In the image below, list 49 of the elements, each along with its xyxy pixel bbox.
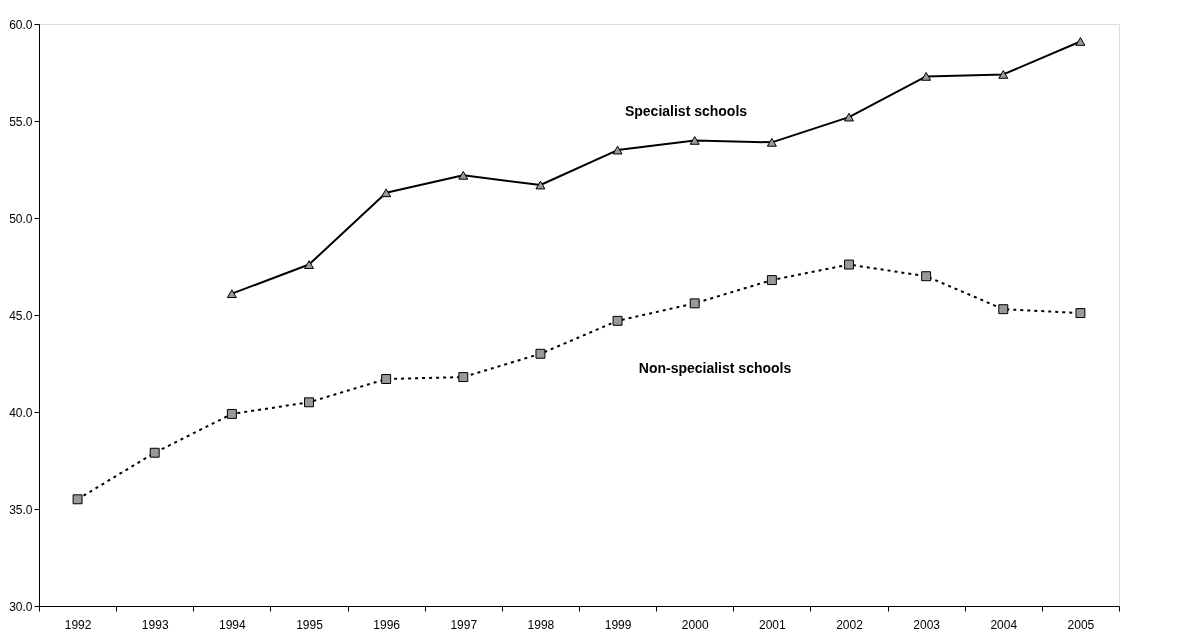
y-tick-label: 55.0 <box>9 114 33 129</box>
point <box>149 447 160 458</box>
point <box>458 372 469 383</box>
y-tick-label: 50.0 <box>9 211 33 226</box>
y-tick-label: 30.0 <box>9 599 33 614</box>
point <box>998 304 1009 315</box>
point <box>921 72 932 81</box>
point <box>844 259 854 270</box>
x-tick-label: 1996 <box>373 617 401 632</box>
x-tick-label: 2001 <box>759 617 787 632</box>
point <box>612 145 623 155</box>
point <box>72 494 83 505</box>
x-tick-label: 2003 <box>913 617 941 632</box>
text: Non-specialist schools <box>638 360 792 376</box>
y-tick-label: 45.0 <box>9 308 33 323</box>
x-tick-label: 1997 <box>450 617 478 632</box>
point <box>612 315 623 326</box>
point <box>766 275 777 286</box>
x-tick-label: 2005 <box>1067 617 1095 632</box>
point <box>381 188 392 198</box>
point <box>226 408 237 419</box>
point <box>1075 37 1086 46</box>
x-tick-label: 1994 <box>219 617 247 632</box>
x-tick-label: 2002 <box>836 617 864 632</box>
point <box>766 137 777 147</box>
y-tick-label: 35.0 <box>9 502 33 517</box>
x-tick-label: 1993 <box>141 617 169 632</box>
point <box>535 180 546 190</box>
y-tick-label: 40.0 <box>9 405 33 420</box>
point <box>844 112 854 122</box>
point <box>535 348 546 359</box>
x-tick-label: 2004 <box>990 617 1018 632</box>
x-tick-label: 1998 <box>527 617 555 632</box>
series-label: Specialist schools <box>624 103 748 119</box>
point <box>1075 308 1086 319</box>
point <box>304 397 314 408</box>
point <box>458 170 469 180</box>
x-tick-label: 1995 <box>296 617 324 632</box>
y-tick-label: 60.0 <box>9 17 33 32</box>
x-tick-label: 1999 <box>604 617 632 632</box>
point <box>689 298 700 309</box>
point <box>921 271 932 282</box>
point <box>381 374 392 384</box>
point <box>304 260 314 269</box>
point <box>998 70 1009 79</box>
point <box>226 289 237 299</box>
x-tick-label: 1992 <box>64 617 92 632</box>
x-tick-label: 2000 <box>681 617 709 632</box>
point <box>689 136 700 145</box>
